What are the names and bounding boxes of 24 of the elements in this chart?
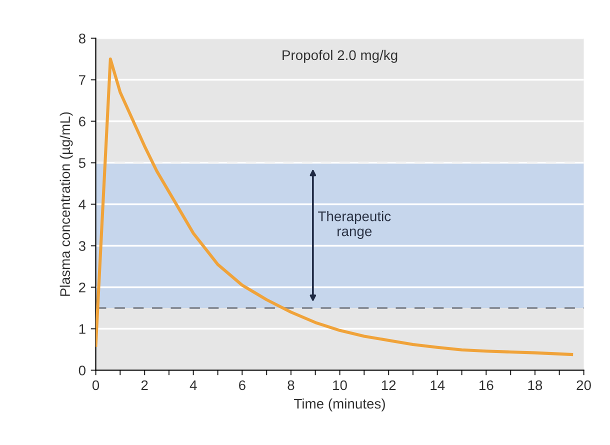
x-tick-label: 20 — [576, 380, 591, 390]
y-tick-label: 6 — [79, 116, 86, 126]
x-tick-label: 8 — [288, 380, 294, 390]
y-tick-label: 8 — [78, 34, 86, 44]
x-tick-label: 18 — [528, 380, 542, 390]
y-tick-label: 7 — [79, 75, 86, 85]
x-tick-label: 10 — [333, 380, 347, 390]
x-tick-label: 16 — [480, 380, 494, 390]
x-tick-label: 6 — [239, 380, 246, 390]
x-axis-title: Time (minutes) — [294, 398, 385, 412]
y-tick-label: 4 — [78, 200, 86, 210]
x-tick-label: 2 — [141, 380, 148, 390]
band-label: Therapeutic range — [318, 211, 391, 239]
x-tick-label: 4 — [190, 380, 197, 390]
y-tick-label: 2 — [79, 282, 86, 292]
text: Propofol 2.0 mg/kg — [282, 50, 398, 63]
x-tick-label: 14 — [430, 380, 445, 390]
y-axis-title: Plasma concentration (µg/mL) — [60, 112, 73, 296]
y-tick-label: 5 — [78, 158, 86, 168]
y-tick-label: 0 — [78, 366, 86, 376]
y-tick-label: 3 — [78, 241, 86, 251]
y-tick-label: 1 — [79, 324, 86, 334]
x-tick-label: 12 — [382, 380, 396, 390]
x-tick-label: 0 — [92, 380, 100, 390]
